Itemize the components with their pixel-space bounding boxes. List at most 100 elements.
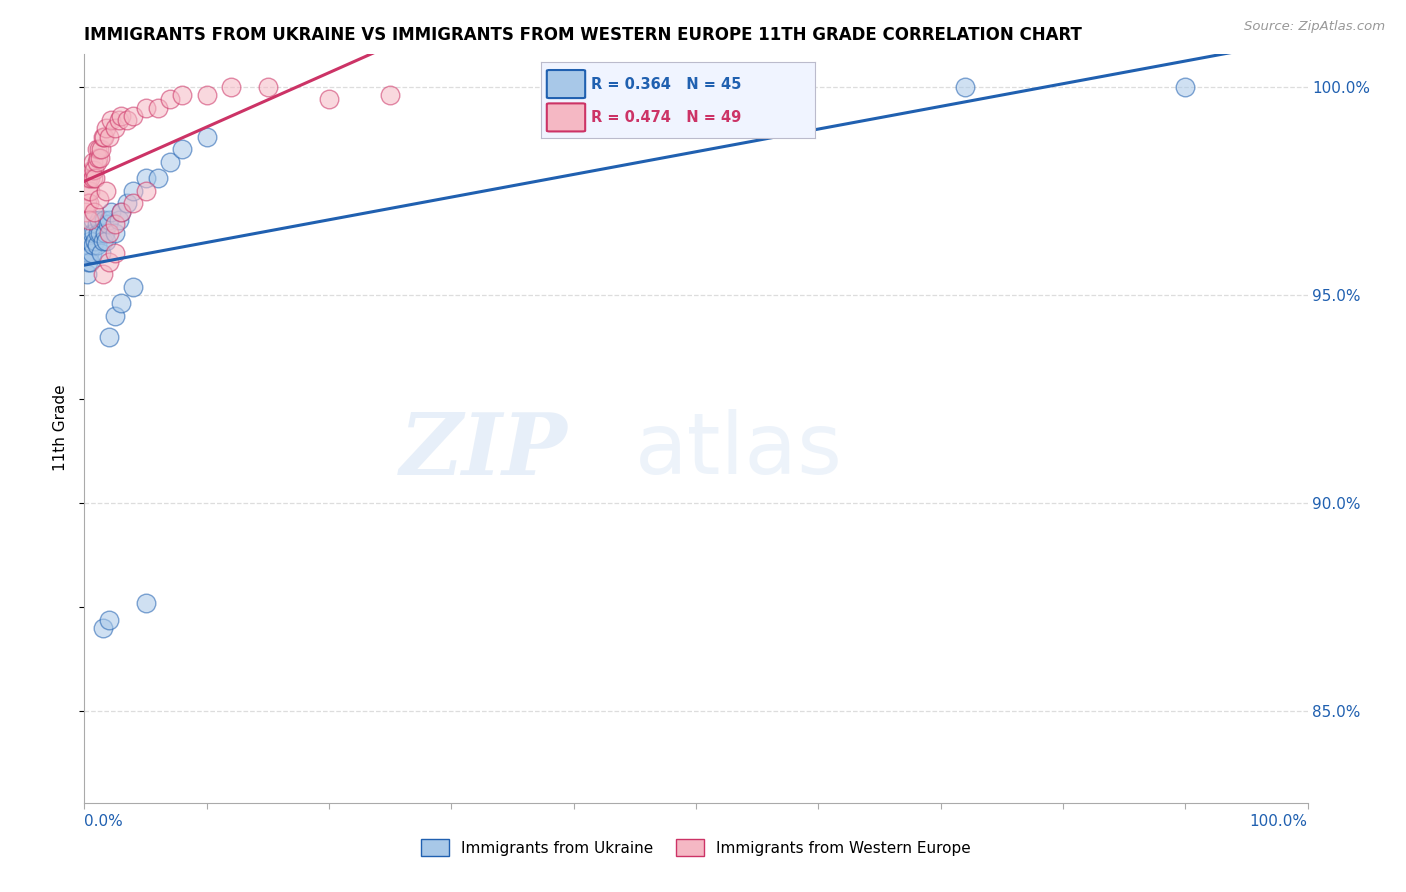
Point [97, 217, 120, 231]
Point [87, 226, 110, 240]
Point [76, 196, 98, 211]
Point [96, 121, 118, 136]
Point [87, 151, 110, 165]
Point [82, 238, 104, 252]
Point [135, 101, 157, 115]
Point [195, 129, 218, 144]
Point [79, 254, 101, 268]
Point [172, 142, 194, 156]
Point [257, 79, 280, 94]
Point [86, 217, 108, 231]
Point [159, 154, 181, 169]
Point [110, 109, 132, 123]
Point [953, 79, 976, 94]
Point [1174, 79, 1197, 94]
Point [97, 329, 120, 343]
Point [159, 92, 181, 106]
Point [83, 163, 105, 178]
Point [135, 184, 157, 198]
Text: Source: ZipAtlas.com: Source: ZipAtlas.com [1244, 20, 1385, 33]
Point [100, 113, 122, 128]
Point [219, 79, 242, 94]
Point [83, 226, 105, 240]
Point [97, 613, 120, 627]
Point [87, 213, 110, 227]
Point [91, 267, 114, 281]
Point [82, 154, 104, 169]
Point [79, 171, 101, 186]
Point [115, 113, 138, 128]
Point [91, 234, 114, 248]
Point [77, 213, 100, 227]
Text: IMMIGRANTS FROM UKRAINE VS IMMIGRANTS FROM WESTERN EUROPE 11TH GRADE CORRELATION: IMMIGRANTS FROM UKRAINE VS IMMIGRANTS FR… [84, 26, 1083, 44]
Point [110, 204, 132, 219]
Point [318, 92, 340, 106]
Point [77, 184, 100, 198]
Point [107, 213, 129, 227]
Point [89, 226, 111, 240]
Point [80, 226, 103, 240]
Point [146, 171, 169, 186]
Text: 100.0%: 100.0% [1250, 814, 1308, 829]
Point [104, 121, 127, 136]
Point [87, 142, 110, 156]
Point [86, 238, 108, 252]
Text: atlas: atlas [634, 409, 842, 492]
Point [97, 129, 120, 144]
Point [104, 226, 127, 240]
Point [77, 196, 100, 211]
Point [110, 204, 132, 219]
Point [100, 204, 122, 219]
Point [90, 142, 112, 156]
Point [77, 171, 100, 186]
Point [96, 234, 118, 248]
Point [122, 279, 145, 293]
Legend: Immigrants from Ukraine, Immigrants from Western Europe: Immigrants from Ukraine, Immigrants from… [415, 833, 977, 863]
Point [77, 238, 100, 252]
Point [115, 196, 138, 211]
Point [90, 246, 112, 260]
FancyBboxPatch shape [547, 103, 585, 131]
Point [80, 246, 103, 260]
Text: R = 0.474   N = 49: R = 0.474 N = 49 [591, 110, 741, 125]
Point [122, 196, 145, 211]
Point [104, 309, 127, 323]
Point [82, 171, 104, 186]
Point [86, 142, 108, 156]
FancyBboxPatch shape [547, 70, 585, 98]
Point [80, 163, 103, 178]
Point [93, 213, 115, 227]
Point [79, 184, 101, 198]
Point [97, 213, 120, 227]
Point [135, 171, 157, 186]
Point [83, 204, 105, 219]
Point [96, 184, 118, 198]
Y-axis label: 11th Grade: 11th Grade [53, 384, 69, 472]
Point [93, 129, 115, 144]
Point [77, 254, 100, 268]
Point [76, 267, 98, 281]
Text: R = 0.364   N = 45: R = 0.364 N = 45 [591, 77, 741, 92]
Point [84, 171, 107, 186]
Point [89, 151, 111, 165]
Point [104, 217, 127, 231]
Point [84, 234, 107, 248]
Point [97, 226, 120, 240]
Point [75, 204, 97, 219]
Point [91, 621, 114, 635]
Point [86, 154, 108, 169]
Point [146, 101, 169, 115]
Point [87, 192, 110, 206]
Point [380, 88, 402, 103]
Text: ZIP: ZIP [399, 409, 568, 492]
Point [75, 246, 97, 260]
Point [107, 113, 129, 128]
Point [122, 184, 145, 198]
Point [94, 226, 117, 240]
Point [91, 129, 114, 144]
Text: 0.0%: 0.0% [84, 814, 124, 829]
Point [172, 88, 194, 103]
Point [122, 109, 145, 123]
Point [82, 213, 104, 227]
Point [104, 246, 127, 260]
